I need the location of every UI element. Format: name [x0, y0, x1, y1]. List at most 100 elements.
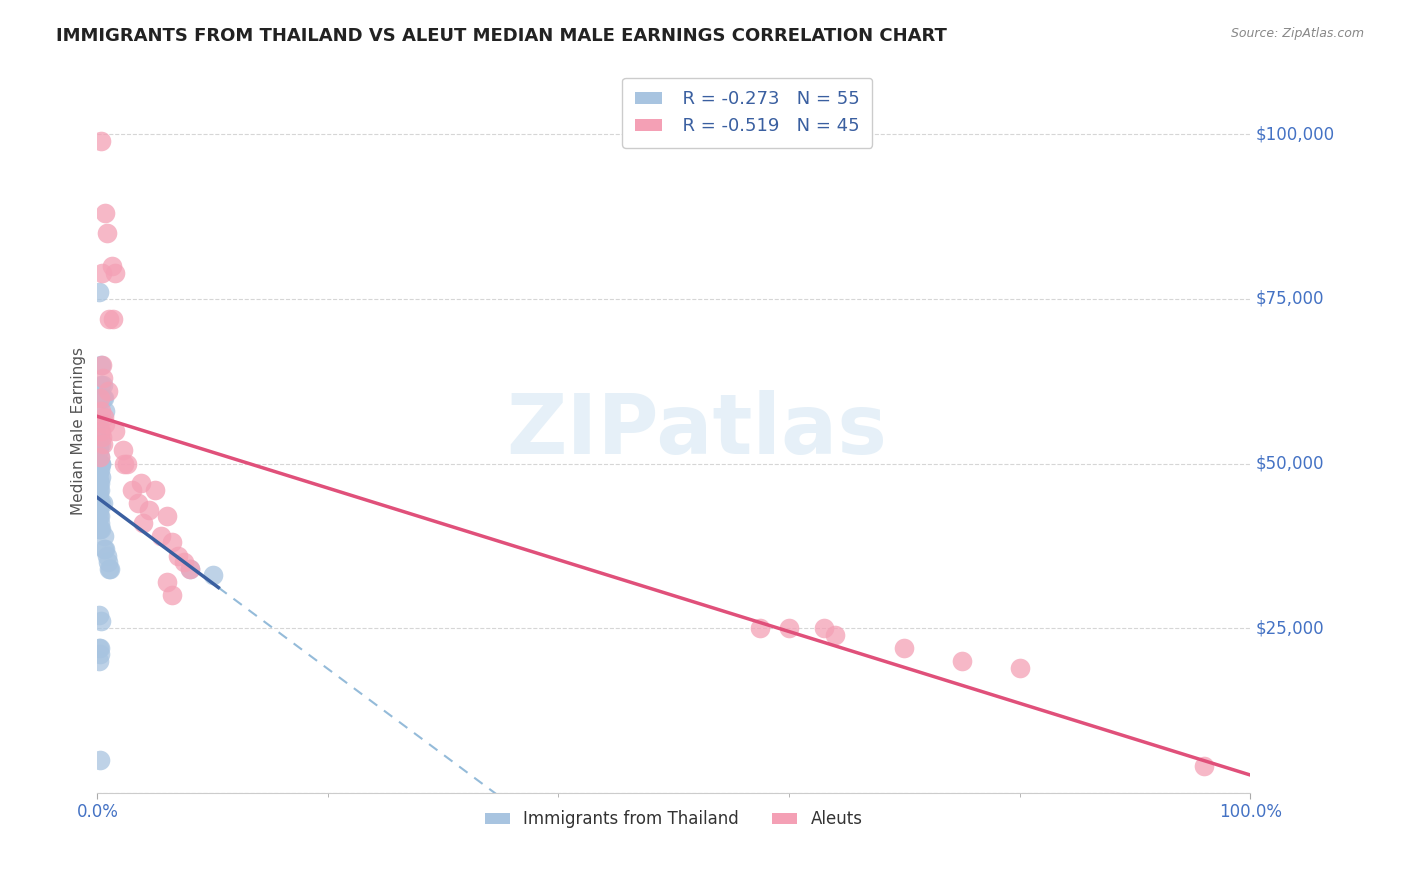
- Point: [89, 516, 111, 530]
- Point: [89, 450, 111, 464]
- Point: [87, 463, 110, 477]
- Point: [90, 457, 112, 471]
- Point: [91, 266, 114, 280]
- Point: [89, 509, 111, 524]
- Point: [173, 555, 195, 569]
- Point: [91, 377, 114, 392]
- Point: [101, 259, 124, 273]
- Point: [162, 588, 184, 602]
- Point: [132, 516, 155, 530]
- Point: [93, 410, 115, 425]
- Point: [87, 654, 110, 668]
- Point: [129, 476, 152, 491]
- Text: $50,000: $50,000: [1256, 455, 1324, 473]
- Point: [89, 463, 111, 477]
- Point: [950, 654, 973, 668]
- Point: [162, 535, 184, 549]
- Point: [90, 469, 112, 483]
- Point: [824, 628, 846, 642]
- Point: [91, 358, 114, 372]
- Point: [94, 206, 117, 220]
- Point: [138, 502, 160, 516]
- Text: $25,000: $25,000: [1256, 619, 1324, 637]
- Point: [97, 311, 120, 326]
- Point: [90, 358, 112, 372]
- Point: [90, 377, 112, 392]
- Point: [98, 562, 121, 576]
- Point: [87, 607, 110, 622]
- Point: [97, 384, 120, 398]
- Point: [93, 529, 115, 543]
- Point: [87, 490, 110, 504]
- Point: [167, 549, 190, 563]
- Text: IMMIGRANTS FROM THAILAND VS ALEUT MEDIAN MALE EARNINGS CORRELATION CHART: IMMIGRANTS FROM THAILAND VS ALEUT MEDIAN…: [56, 27, 948, 45]
- Point: [117, 457, 139, 471]
- Point: [1008, 660, 1031, 674]
- Point: [93, 391, 115, 405]
- Point: [89, 522, 111, 536]
- Point: [87, 285, 110, 300]
- Text: $100,000: $100,000: [1256, 126, 1336, 144]
- Point: [104, 266, 127, 280]
- Point: [94, 417, 117, 431]
- Point: [778, 621, 800, 635]
- Point: [179, 562, 201, 576]
- Point: [89, 753, 111, 767]
- Point: [87, 436, 110, 450]
- Point: [89, 640, 111, 655]
- Point: [87, 476, 110, 491]
- Point: [94, 542, 117, 557]
- Point: [89, 424, 111, 438]
- Point: [179, 562, 201, 576]
- Point: [89, 648, 111, 662]
- Point: [893, 640, 915, 655]
- Point: [93, 542, 115, 557]
- Point: [91, 436, 114, 450]
- Point: [103, 311, 125, 326]
- Point: [89, 450, 111, 464]
- Point: [87, 457, 110, 471]
- Text: $75,000: $75,000: [1256, 290, 1324, 308]
- Point: [90, 134, 112, 148]
- Point: [104, 424, 127, 438]
- Point: [91, 371, 114, 385]
- Point: [91, 391, 114, 405]
- Point: [155, 509, 177, 524]
- Point: [87, 443, 110, 458]
- Point: [97, 562, 120, 576]
- Point: [87, 640, 110, 655]
- Point: [121, 483, 143, 497]
- Point: [90, 615, 112, 629]
- Point: [749, 621, 772, 635]
- Point: [96, 226, 118, 240]
- Point: [89, 476, 111, 491]
- Point: [91, 430, 114, 444]
- Point: [1192, 759, 1215, 773]
- Text: ZIPatlas: ZIPatlas: [506, 390, 887, 471]
- Point: [90, 424, 112, 438]
- Point: [87, 496, 110, 510]
- Point: [91, 496, 114, 510]
- Point: [90, 457, 112, 471]
- Point: [201, 568, 224, 582]
- Point: [87, 509, 110, 524]
- Text: Source: ZipAtlas.com: Source: ZipAtlas.com: [1230, 27, 1364, 40]
- Point: [112, 457, 135, 471]
- Point: [87, 469, 110, 483]
- Legend: Immigrants from Thailand, Aleuts: Immigrants from Thailand, Aleuts: [478, 804, 869, 835]
- Point: [90, 404, 112, 418]
- Point: [87, 417, 110, 431]
- Point: [89, 430, 111, 444]
- Point: [143, 483, 166, 497]
- Point: [90, 436, 112, 450]
- Point: [89, 496, 111, 510]
- Point: [87, 502, 110, 516]
- Point: [127, 496, 149, 510]
- Point: [89, 391, 111, 405]
- Point: [813, 621, 835, 635]
- Y-axis label: Median Male Earnings: Median Male Earnings: [72, 347, 86, 515]
- Point: [97, 555, 120, 569]
- Point: [89, 457, 111, 471]
- Point: [111, 443, 134, 458]
- Point: [90, 496, 112, 510]
